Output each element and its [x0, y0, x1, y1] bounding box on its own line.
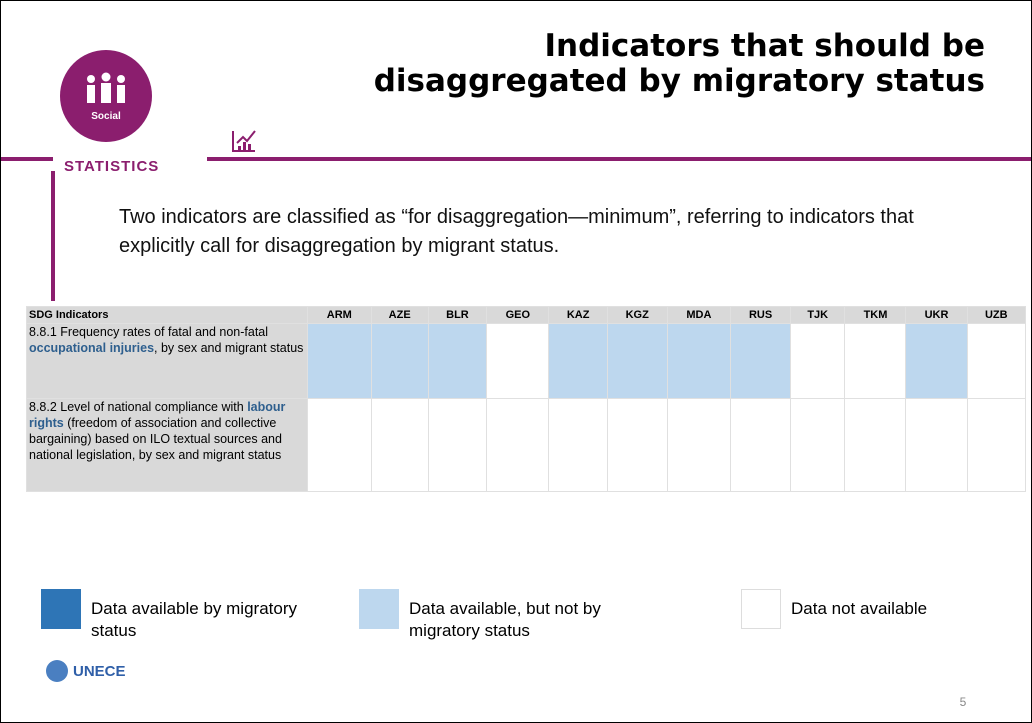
status-cell	[307, 398, 372, 492]
status-cell	[905, 323, 968, 399]
row: 8.8.2 Level of national compliance with …	[26, 398, 1026, 492]
legend-swatch	[359, 589, 399, 629]
status-cell	[730, 323, 791, 399]
status-cell	[307, 323, 372, 399]
un-emblem	[46, 660, 68, 682]
chart-icon-bars	[238, 142, 251, 151]
status-cell	[606, 323, 668, 399]
status-cell	[486, 398, 550, 492]
page-number: 5	[960, 695, 967, 709]
indicator: 8.8.2 Level of national compliance with …	[26, 398, 308, 492]
column-header: AZE	[370, 306, 429, 324]
org: UNECE	[73, 663, 126, 680]
column-header: UZB	[966, 306, 1026, 324]
header-cell: SDG Indicators	[26, 306, 308, 324]
status-cell	[666, 323, 732, 399]
status-cell	[966, 398, 1026, 492]
status-cell	[789, 323, 846, 399]
column-header: TJK	[789, 306, 846, 324]
legend-label: Data available, but not by migratory sta…	[409, 599, 601, 640]
status-cell	[905, 398, 968, 492]
column-header: UKR	[905, 306, 968, 324]
indicator-text: , by sex and migrant status	[154, 341, 304, 355]
status-cell	[486, 323, 550, 399]
chart-icon	[232, 130, 256, 152]
status-cell	[730, 398, 791, 492]
status-cell	[548, 323, 608, 399]
status-cell	[606, 398, 668, 492]
column-header: KAZ	[548, 306, 608, 324]
rule	[51, 171, 55, 301]
logo-label: Social	[91, 111, 121, 122]
column-header: MDA	[666, 306, 732, 324]
legend-swatch	[741, 589, 781, 629]
status-cell	[666, 398, 732, 492]
header-row: SDG Indicators ARM AZE BLR GEO KAZ KGZ MDA RUS TJ…	[26, 306, 1026, 324]
column-header: KGZ	[606, 306, 668, 324]
status-cell	[370, 398, 429, 492]
title: Indicators that should be disaggregated …	[373, 28, 985, 99]
column-header: TKM	[844, 306, 907, 324]
status-cell	[370, 323, 429, 399]
status-cell	[548, 398, 608, 492]
legend-label: Data not available	[791, 599, 928, 618]
column-header: ARM	[307, 306, 372, 324]
indicator-highlight: occupational injuries	[29, 341, 155, 355]
rule	[207, 157, 1031, 161]
status-cell	[844, 398, 907, 492]
intro: Two indicators are classified as “for di…	[119, 206, 914, 257]
row: 8.8.1 Frequency rates of fatal and non-f…	[26, 323, 1026, 399]
legend-swatch	[41, 589, 81, 629]
indicator-highlight: labour rights	[29, 400, 286, 430]
status-cell	[427, 323, 488, 399]
column-header: BLR	[427, 306, 488, 324]
indicator: 8.8.1 Frequency rates of fatal and non-f…	[26, 323, 308, 399]
status-cell	[966, 323, 1026, 399]
logo-caption: STATISTICS	[64, 158, 159, 175]
column-header: GEO	[486, 306, 550, 324]
rule	[1, 157, 53, 161]
status-cell	[427, 398, 488, 492]
status-cell	[789, 398, 846, 492]
indicator-text: 8.8.1 Frequency rates of fatal and non-f…	[29, 325, 269, 339]
indicator-text: (freedom of association and collective b…	[29, 416, 282, 462]
indicator-text: 8.8.2 Level of national compliance with	[29, 400, 248, 414]
table: SDG Indicators ARM AZE BLR GEO KAZ KGZ MDA RUS TJ…	[26, 306, 1026, 492]
status-cell	[844, 323, 907, 399]
logo-people	[87, 72, 125, 103]
column-header: RUS	[730, 306, 791, 324]
legend-label: Data available by migratory status	[91, 599, 297, 640]
